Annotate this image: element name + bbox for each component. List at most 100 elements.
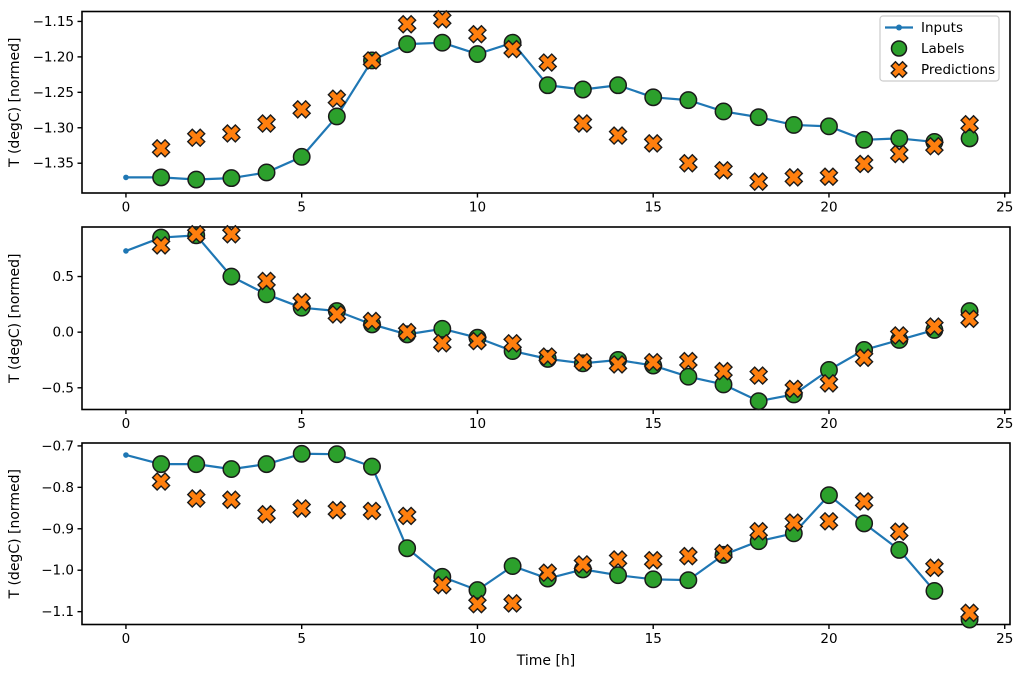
y-tick-label: −1.15 — [33, 14, 74, 30]
y-axis-label: T (degC) [normed] — [7, 37, 23, 168]
predictions-point — [186, 489, 206, 509]
plot-border — [81, 10, 1011, 194]
labels-point — [292, 444, 311, 463]
labels-point — [433, 319, 452, 338]
predictions-point — [397, 506, 417, 526]
labels-point — [890, 540, 909, 559]
subplot-1-line-chart: 0 5 10 15 20 25 −1.15 −1.20 −1.25 −1.30 −1.35 T (de… — [7, 9, 1013, 216]
labels-point — [398, 539, 417, 558]
predictions-point — [573, 352, 593, 372]
y-tick-label: −1.35 — [33, 156, 74, 172]
y-axis-label: T (degC) [normed] — [7, 253, 23, 384]
predictions-point — [960, 309, 980, 329]
predictions-point — [503, 333, 523, 353]
predictions-point — [327, 304, 347, 324]
subplot-3-line-chart: 0 5 10 15 20 25 −0.7 −0.8 −0.9 −1.0 −1.1 T (degC) [… — [7, 438, 1013, 669]
inputs-line — [125, 234, 935, 403]
labels-point — [644, 570, 663, 589]
labels-point — [398, 35, 417, 54]
predictions-point — [854, 491, 874, 511]
legend-label: Inputs — [921, 20, 963, 36]
y-tick-label: −1.1 — [41, 604, 74, 620]
predictions-point — [608, 549, 628, 569]
predictions-point — [924, 317, 944, 337]
predictions-point — [714, 361, 733, 381]
predictions-point — [643, 352, 663, 372]
plot-border — [81, 442, 1011, 626]
predictions-point — [362, 501, 382, 521]
labels-point — [503, 557, 522, 576]
y-tick-label: −0.9 — [41, 521, 74, 537]
predictions-point — [221, 123, 241, 143]
predictions-point — [749, 172, 769, 192]
predictions-point — [432, 575, 452, 595]
y-tick-label: −1.25 — [33, 85, 74, 101]
predictions-point — [257, 504, 277, 524]
labels-point — [468, 45, 487, 63]
predictions-point — [784, 167, 804, 187]
labels-point — [222, 460, 241, 479]
predictions-point — [327, 500, 347, 520]
predictions-point — [924, 136, 944, 156]
predictions-point — [678, 546, 698, 566]
predictions-point — [784, 379, 804, 399]
predictions-point — [924, 558, 944, 578]
labels-point — [820, 117, 838, 136]
predictions-point — [257, 271, 277, 291]
inputs-line — [125, 41, 935, 181]
labels-point — [152, 168, 171, 187]
y-axis-label: T (degC) [normed] — [7, 469, 23, 600]
predictions-point — [889, 326, 909, 345]
legend-label: Predictions — [921, 62, 995, 78]
labels-point — [363, 457, 381, 476]
predictions-point — [678, 351, 698, 371]
predictions-point — [854, 348, 874, 368]
predictions-point — [503, 593, 523, 613]
x-tick-label: 5 — [297, 631, 306, 647]
predictions-point — [854, 154, 874, 174]
legend-circle-icon — [890, 40, 908, 57]
x-tick-label: 0 — [122, 631, 131, 647]
x-tick-label: 10 — [469, 200, 486, 216]
x-tick-label: 10 — [469, 631, 486, 647]
labels-point — [327, 445, 346, 464]
predictions-point — [538, 347, 558, 367]
predictions-point — [397, 14, 417, 34]
predictions-point — [327, 89, 347, 109]
x-tick-label: 5 — [297, 416, 306, 432]
labels-point — [187, 170, 206, 189]
predictions-point — [819, 511, 839, 531]
predictions-point — [432, 9, 452, 29]
predictions-point — [467, 24, 487, 44]
legend-line-dot-icon — [896, 24, 902, 31]
labels-point — [292, 147, 311, 166]
x-tick-label: 5 — [297, 200, 306, 216]
predictions-point — [714, 160, 733, 180]
labels-point — [433, 33, 452, 52]
legend-label: Labels — [921, 41, 964, 57]
predictions-point — [432, 333, 452, 353]
labels-point — [257, 163, 276, 182]
y-tick-label: −0.5 — [41, 380, 74, 396]
y-tick-label: −0.8 — [41, 480, 74, 496]
x-axis-label: Time [h] — [516, 653, 576, 669]
legend-item-inputs: Inputs — [885, 20, 963, 36]
labels-point — [679, 571, 698, 590]
predictions-point — [151, 235, 171, 255]
predictions-point — [889, 144, 909, 164]
predictions-point — [960, 603, 980, 623]
y-tick-label: −1.30 — [33, 120, 74, 136]
predictions-point — [221, 224, 241, 244]
labels-point — [468, 581, 487, 600]
labels-point — [152, 455, 171, 474]
x-tick-label: 25 — [996, 416, 1013, 432]
subplot-2-line-chart: 0 5 10 15 20 25 0.5 0.0 −0.5 T (degC) [normed] — [7, 224, 1013, 432]
predictions-point — [573, 554, 593, 574]
predictions-point — [292, 498, 312, 518]
y-tick-label: −1.0 — [41, 563, 74, 579]
predictions-point — [749, 366, 769, 386]
labels-point — [327, 107, 346, 126]
predictions-point — [573, 114, 593, 133]
x-tick-label: 20 — [820, 200, 837, 216]
